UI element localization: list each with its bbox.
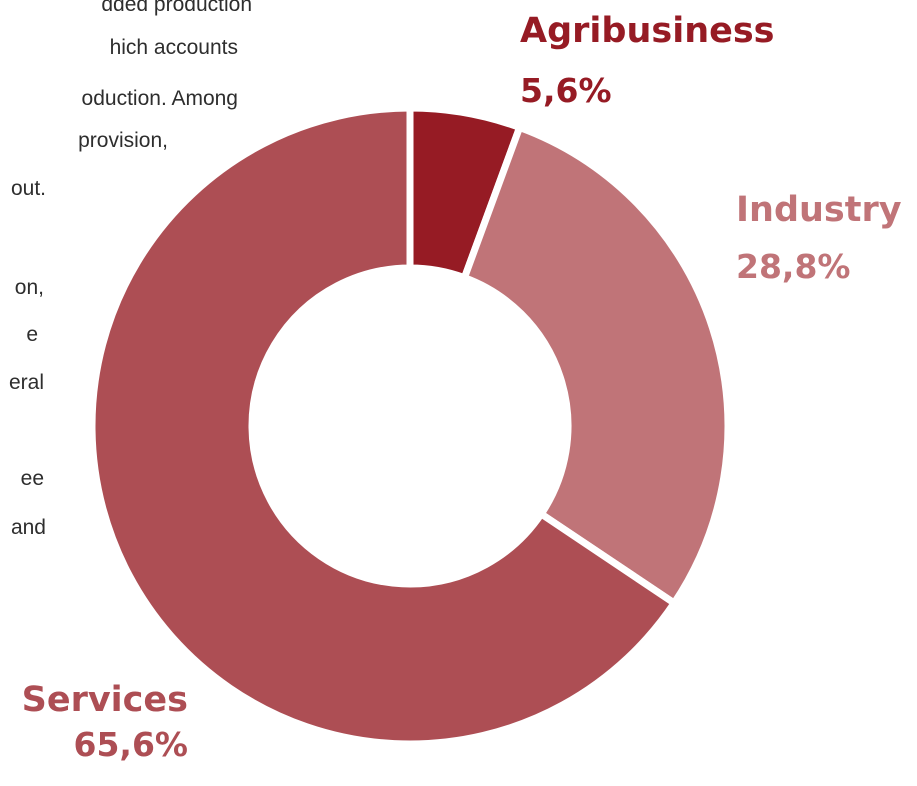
paragraph-line: hich accounts xyxy=(109,36,238,59)
agribusiness-value: 5,6% xyxy=(520,71,612,110)
services-value: 65,6% xyxy=(73,725,189,764)
paragraph-line: on, xyxy=(14,276,44,299)
paragraph-line: ee xyxy=(20,467,44,490)
paragraph-line: provision, xyxy=(78,129,168,152)
paragraph-line: e xyxy=(26,323,38,346)
paragraph-line: eral xyxy=(8,371,44,394)
agribusiness-label: Agribusiness xyxy=(520,11,775,51)
industry-slice xyxy=(460,123,732,607)
paragraph-line: out. xyxy=(10,177,46,200)
paragraph-line: dded production xyxy=(101,0,252,16)
industry-value: 28,8% xyxy=(736,247,851,286)
paragraph-line: oduction. Among xyxy=(81,87,238,110)
services-label: Services xyxy=(21,680,188,720)
services-slice xyxy=(88,104,678,748)
industry-label: Industry xyxy=(736,190,902,230)
paragraph-line: and xyxy=(10,516,46,539)
